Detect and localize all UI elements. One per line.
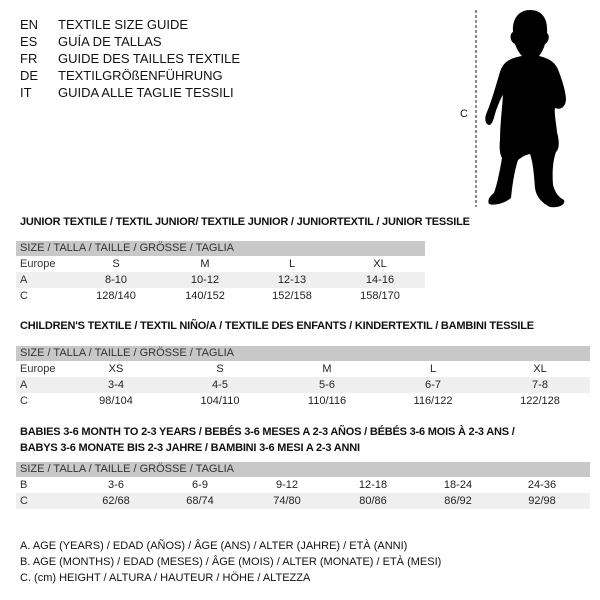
cell: 12-13 — [277, 274, 307, 286]
babies-section-title-line2: BABYS 3-6 MONATE BIS 2-3 JAHRE / BAMBINI… — [20, 442, 360, 454]
cell: 152/158 — [272, 290, 312, 302]
cell: XS — [108, 363, 124, 375]
legend-line-b: B. AGE (MONTHS) / EDAD (MESES) / ÂGE (MO… — [20, 556, 442, 568]
cell: 18-24 — [443, 479, 473, 491]
children-size-table: SIZE / TALLA / TAILLE / GRÖSSE / TAGLIA … — [16, 346, 590, 409]
child-silhouette-figure — [475, 10, 566, 208]
cell: L — [429, 363, 437, 375]
lang-title: TEXTILE SIZE GUIDE — [58, 17, 189, 32]
table-header: SIZE / TALLA / TAILLE / GRÖSSE / TAGLIA — [16, 241, 425, 256]
table-header: SIZE / TALLA / TAILLE / GRÖSSE / TAGLIA — [16, 462, 590, 477]
cell: XL — [373, 258, 387, 270]
row-label: Europe — [20, 363, 56, 375]
lang-title: TEXTILGRÖßENFÜHRUNG — [58, 68, 223, 83]
table-row: C 98/104 104/110 110/116 116/122 122/128 — [16, 393, 590, 409]
junior-section-title: JUNIOR TEXTILE / TEXTIL JUNIOR/ TEXTILE … — [20, 216, 470, 228]
cell: L — [288, 258, 296, 270]
row-label: A — [20, 274, 28, 286]
babies-section-title-line1: BABIES 3-6 MONTH TO 2-3 YEARS / BEBÉS 3-… — [20, 426, 515, 438]
lang-title: GUIDE DES TAILLES TEXTILE — [58, 51, 241, 66]
cell: 10-12 — [190, 274, 220, 286]
legend-line-a: A. AGE (YEARS) / EDAD (AÑOS) / ÂGE (ANS)… — [20, 540, 408, 552]
table-header: SIZE / TALLA / TAILLE / GRÖSSE / TAGLIA — [16, 346, 590, 361]
cell: 116/122 — [413, 395, 453, 407]
cell: 80/86 — [359, 495, 387, 507]
cell: 92/98 — [528, 495, 556, 507]
table-row: B 3-6 6-9 9-12 12-18 18-24 24-36 — [16, 477, 590, 493]
lang-code: ES — [20, 34, 38, 49]
cell: 8-10 — [104, 274, 128, 286]
babies-size-table: SIZE / TALLA / TAILLE / GRÖSSE / TAGLIA … — [16, 462, 590, 509]
row-label: C — [20, 395, 28, 407]
cell: S — [216, 363, 224, 375]
cell: 9-12 — [275, 479, 299, 491]
table-row: A 3-4 4-5 5-6 6-7 7-8 — [16, 377, 590, 393]
table-row: C 128/140 140/152 152/158 158/170 — [16, 288, 425, 304]
cell: 4-5 — [212, 379, 228, 391]
table-row: Europe XS S M L XL — [16, 361, 590, 377]
cell: 6-7 — [425, 379, 441, 391]
row-label: B — [20, 479, 28, 491]
table-row: Europe S M L XL — [16, 256, 425, 272]
cell: 158/170 — [360, 290, 400, 302]
cell: 7-8 — [532, 379, 548, 391]
measure-label-c: C — [460, 108, 468, 120]
cell: 68/74 — [186, 495, 214, 507]
row-label: A — [20, 379, 28, 391]
lang-code: IT — [20, 85, 32, 100]
row-label: C — [20, 290, 28, 302]
lang-title: GUÍA DE TALLAS — [58, 34, 162, 49]
row-label: C — [20, 495, 28, 507]
lang-code: FR — [20, 51, 38, 66]
cell: 110/116 — [307, 395, 347, 407]
cell: 122/128 — [520, 395, 560, 407]
cell: 74/80 — [273, 495, 301, 507]
cell: 104/110 — [200, 395, 240, 407]
cell: 3-6 — [108, 479, 124, 491]
cell: 140/152 — [185, 290, 225, 302]
table-row: A 8-10 10-12 12-13 14-16 — [16, 272, 425, 288]
cell: M — [200, 258, 210, 270]
cell: 128/140 — [96, 290, 136, 302]
cell: XL — [533, 363, 547, 375]
table-row: C 62/68 68/74 74/80 80/86 86/92 92/98 — [16, 493, 590, 509]
junior-size-table: SIZE / TALLA / TAILLE / GRÖSSE / TAGLIA … — [16, 241, 425, 304]
cell: 3-4 — [108, 379, 124, 391]
legend-line-c: C. (cm) HEIGHT / ALTURA / HAUTEUR / HÖHE… — [20, 572, 311, 584]
cell: 98/104 — [99, 395, 133, 407]
child-silhouette — [485, 10, 566, 208]
lang-code: DE — [20, 68, 39, 83]
cell: 14-16 — [365, 274, 395, 286]
cell: 24-36 — [527, 479, 557, 491]
cell: 86/92 — [444, 495, 472, 507]
children-section-title: CHILDREN'S TEXTILE / TEXTIL NIÑO/A / TEX… — [20, 320, 534, 332]
cell: 5-6 — [319, 379, 335, 391]
cell: 62/68 — [102, 495, 130, 507]
lang-code: EN — [20, 17, 39, 32]
lang-title: GUIDA ALLE TAGLIE TESSILI — [58, 85, 234, 100]
cell: S — [112, 258, 120, 270]
row-label: Europe — [20, 258, 56, 270]
cell: 12-18 — [358, 479, 388, 491]
cell: 6-9 — [192, 479, 208, 491]
cell: M — [322, 363, 332, 375]
